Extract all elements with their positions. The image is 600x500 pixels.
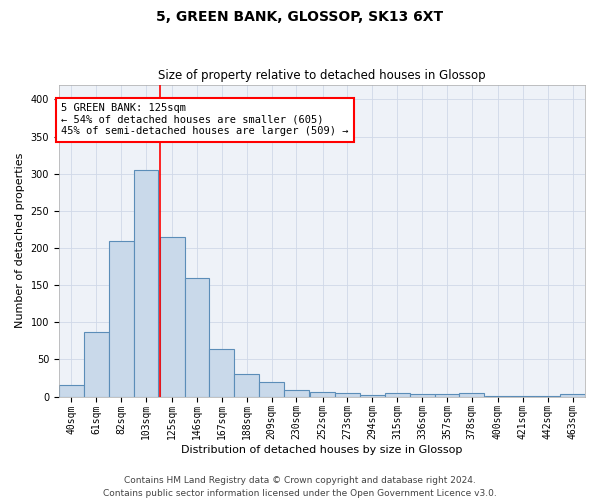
Bar <box>59 386 84 396</box>
Bar <box>410 394 434 396</box>
Bar <box>560 394 585 396</box>
Text: Contains HM Land Registry data © Crown copyright and database right 2024.
Contai: Contains HM Land Registry data © Crown c… <box>103 476 497 498</box>
Bar <box>284 390 309 396</box>
Bar <box>385 393 410 396</box>
Y-axis label: Number of detached properties: Number of detached properties <box>15 153 25 328</box>
Bar <box>185 278 209 396</box>
Bar <box>259 382 284 396</box>
X-axis label: Distribution of detached houses by size in Glossop: Distribution of detached houses by size … <box>181 445 463 455</box>
Bar <box>460 393 484 396</box>
Bar <box>209 349 234 397</box>
Bar <box>360 395 385 396</box>
Title: Size of property relative to detached houses in Glossop: Size of property relative to detached ho… <box>158 69 486 82</box>
Bar <box>335 393 360 396</box>
Text: 5, GREEN BANK, GLOSSOP, SK13 6XT: 5, GREEN BANK, GLOSSOP, SK13 6XT <box>157 10 443 24</box>
Bar <box>434 394 460 396</box>
Bar <box>160 237 185 396</box>
Bar <box>134 170 158 396</box>
Bar <box>234 374 259 396</box>
Bar <box>84 332 109 396</box>
Bar <box>109 240 134 396</box>
Text: 5 GREEN BANK: 125sqm
← 54% of detached houses are smaller (605)
45% of semi-deta: 5 GREEN BANK: 125sqm ← 54% of detached h… <box>61 103 349 136</box>
Bar <box>310 392 335 396</box>
